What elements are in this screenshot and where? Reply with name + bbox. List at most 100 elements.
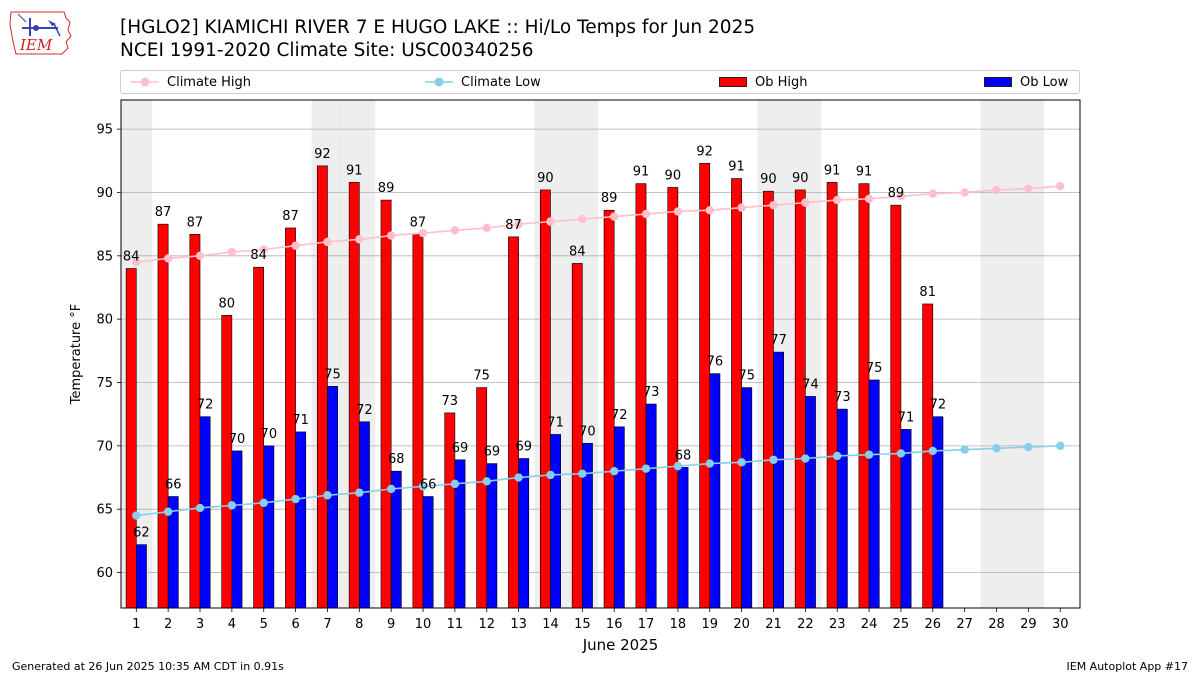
data-label-ob-low: 73 <box>643 385 660 400</box>
y-axis-label: Temperature °F <box>69 304 84 405</box>
legend-item-ob-low: Ob Low <box>984 71 1068 93</box>
data-label-ob-low: 69 <box>484 445 501 460</box>
bar-ob-high <box>348 182 360 609</box>
data-label-ob-high: 90 <box>760 172 777 187</box>
climate-low-point <box>737 458 746 467</box>
data-label-ob-high: 89 <box>888 186 905 201</box>
data-label-ob-high: 87 <box>282 209 299 224</box>
bar-ob-high <box>922 303 934 609</box>
climate-high-point <box>673 207 683 216</box>
data-label-ob-low: 72 <box>356 403 373 418</box>
data-label-ob-high: 81 <box>919 285 936 300</box>
x-tick-label: 20 <box>733 617 750 632</box>
data-label-ob-high: 90 <box>792 171 809 186</box>
climate-low-point <box>418 482 428 491</box>
climate-low-point <box>610 466 619 476</box>
bar-ob-high <box>539 189 551 609</box>
x-tick-label: 19 <box>702 617 719 632</box>
climate-high-point <box>1056 181 1065 191</box>
x-tick-label: 18 <box>670 617 687 632</box>
chart-subtitle: NCEI 1991-2020 Climate Site: USC00340256 <box>120 40 534 61</box>
x-tick-label: 26 <box>925 617 942 632</box>
climate-low-point <box>291 494 300 504</box>
bar-ob-low <box>199 416 211 609</box>
legend-item-ob-high: Ob High <box>719 71 808 93</box>
generated-footer: Generated at 26 Jun 2025 10:35 AM CDT in… <box>12 660 284 673</box>
bar-ob-low <box>868 379 880 609</box>
climate-low-point <box>928 446 938 456</box>
climate-low-point <box>514 473 523 482</box>
bar-ob-high <box>890 204 902 609</box>
climate-low-point <box>163 507 173 516</box>
climate-low-point <box>578 469 587 478</box>
climate-low-point <box>705 459 714 468</box>
plot-frame <box>120 99 1081 609</box>
svg-text:IEM: IEM <box>19 36 53 54</box>
x-tick-label: 25 <box>893 617 910 632</box>
bar-ob-low <box>231 450 243 609</box>
bar-ob-low <box>135 544 147 609</box>
bar-ob-high <box>731 178 742 609</box>
x-tick-label: 11 <box>447 617 464 632</box>
data-label-ob-high: 80 <box>219 296 236 311</box>
app-footer: IEM Autoplot App #17 <box>1066 660 1189 673</box>
legend-label-climate-high: Climate High <box>167 74 252 90</box>
bar-ob-low <box>709 373 721 609</box>
climate-high-point <box>1024 184 1033 193</box>
data-label-ob-high: 92 <box>696 144 713 159</box>
data-label-ob-low: 70 <box>261 427 278 442</box>
bar-ob-high <box>221 315 233 609</box>
climate-low-point <box>992 444 1001 453</box>
climate-high-point <box>259 245 268 254</box>
x-tick-label: 13 <box>510 617 527 632</box>
data-label-ob-high: 75 <box>473 369 490 384</box>
x-tick-label: 23 <box>829 617 846 632</box>
bar-ob-low <box>836 408 848 609</box>
chart-legend: Climate High Climate Low Ob High Ob Low <box>120 70 1080 94</box>
climate-high-point <box>323 237 332 247</box>
data-label-ob-low: 72 <box>197 398 214 413</box>
bar-ob-low <box>263 445 275 609</box>
legend-label-ob-high: Ob High <box>755 74 808 90</box>
data-label-ob-low: 68 <box>675 448 692 463</box>
bar-ob-high <box>412 233 424 609</box>
data-label-ob-low: 77 <box>770 333 787 348</box>
data-label-ob-high: 90 <box>537 171 554 186</box>
climate-high-point <box>482 223 491 233</box>
data-label-ob-high: 91 <box>728 160 745 175</box>
legend-label-climate-low: Climate Low <box>461 74 541 90</box>
climate-low-point <box>801 454 810 463</box>
data-label-ob-low: 75 <box>738 369 755 384</box>
bar-ob-low <box>932 416 944 609</box>
x-tick-label: 12 <box>478 617 495 632</box>
climate-high-point <box>227 247 237 257</box>
climate-high-point <box>291 241 300 250</box>
data-label-ob-high: 89 <box>601 191 618 206</box>
bar-ob-high <box>380 199 392 609</box>
climate-high-point <box>769 200 778 210</box>
legend-marker-climate-low <box>425 77 453 87</box>
bar-ob-high <box>858 183 870 609</box>
x-tick-label: 28 <box>988 617 1005 632</box>
bar-ob-high <box>763 190 774 609</box>
legend-marker-climate-high <box>131 77 159 87</box>
climate-low-point <box>482 477 491 486</box>
climate-high-point <box>418 228 428 238</box>
x-tick-label: 16 <box>606 617 623 632</box>
x-tick-label: 8 <box>355 617 363 632</box>
legend-item-climate-low: Climate Low <box>425 71 541 93</box>
data-label-ob-low: 71 <box>292 413 309 428</box>
climate-low-point <box>227 501 237 510</box>
iem-logo: IEM <box>9 11 72 55</box>
climate-high-point <box>960 188 969 197</box>
bar-ob-low <box>486 463 498 609</box>
data-label-ob-high: 87 <box>187 215 204 230</box>
data-label-ob-high: 91 <box>824 163 841 178</box>
data-label-ob-low: 70 <box>229 432 246 447</box>
bar-ob-high <box>157 223 169 609</box>
data-label-ob-low: 74 <box>802 377 819 392</box>
climate-high-point <box>992 185 1001 195</box>
data-label-ob-low: 76 <box>707 355 724 370</box>
climate-low-point <box>195 503 205 513</box>
chart-title: [HGLO2] KIAMICHI RIVER 7 E HUGO LAKE :: … <box>120 17 756 38</box>
